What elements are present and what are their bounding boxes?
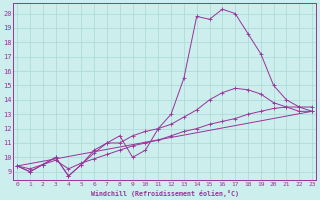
X-axis label: Windchill (Refroidissement éolien,°C): Windchill (Refroidissement éolien,°C) [91,190,239,197]
